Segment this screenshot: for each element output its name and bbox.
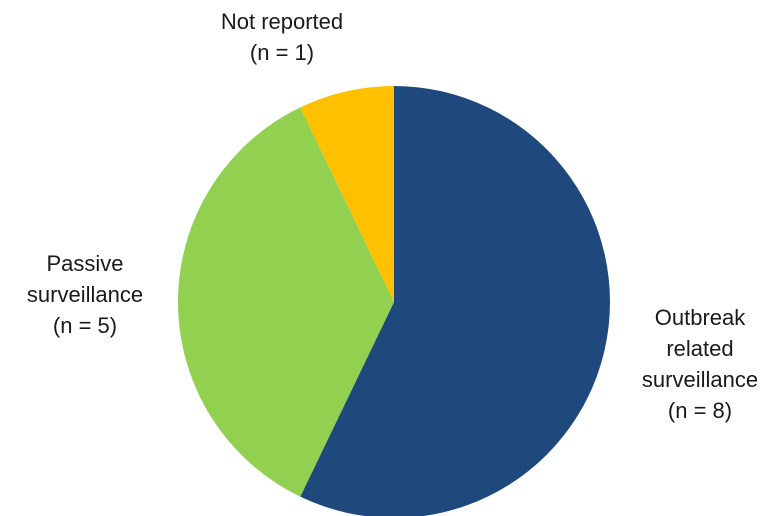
slice-not-reported xyxy=(300,86,394,302)
label-not-reported: Not reported (n = 1) xyxy=(221,9,343,65)
slice-passive-surveillance xyxy=(177,107,394,497)
label-passive-surveillance-count: (n = 5) xyxy=(53,313,117,338)
label-not-reported-count: (n = 1) xyxy=(250,40,314,65)
label-passive-surveillance-name: Passive surveillance xyxy=(27,251,143,307)
labels-layer: Outbreak related surveillance (n = 8) Passiv… xyxy=(27,9,758,423)
slice-outbreak-related-surveillance xyxy=(300,86,611,516)
label-passive-surveillance: Passive surveillance (n = 5) xyxy=(27,251,143,338)
label-outbreak-related-surveillance-name: Outbreak related surveillance xyxy=(642,305,758,392)
label-not-reported-name: Not reported xyxy=(221,9,343,34)
label-outbreak-related-surveillance: Outbreak related surveillance (n = 8) xyxy=(642,305,758,423)
label-outbreak-related-surveillance-count: (n = 8) xyxy=(668,398,732,423)
slices-layer xyxy=(177,86,611,516)
